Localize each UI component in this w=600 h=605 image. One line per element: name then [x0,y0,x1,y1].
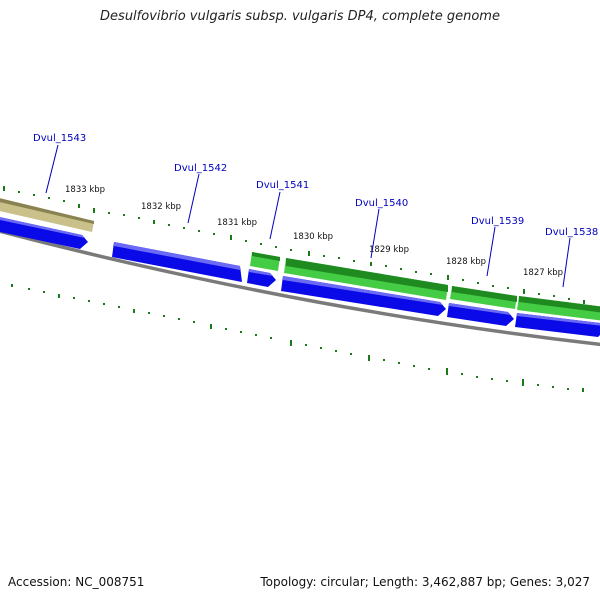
coordinate-label: 1830 kbp [293,232,333,242]
gene-label-dvul-1538[interactable]: Dvul_1538 [545,227,598,238]
forward-gene-dvul-1541 [250,252,280,271]
coordinate-label: 1827 kbp [523,268,563,278]
gene-label-dvul-1541[interactable]: Dvul_1541 [256,180,309,191]
feature-olive [0,198,94,232]
gene-labels: Dvul_1543 Dvul_1542 Dvul_1541 Dvul_1540 … [33,133,598,238]
coordinate-label: 1833 kbp [65,185,105,195]
forward-gene-dvul-1539 [450,286,517,309]
forward-gene-dvul-1540 [284,258,448,300]
coordinate-labels: 1833 kbp 1832 kbp 1831 kbp 1830 kbp 1829… [65,185,563,278]
gene-leader-lines [45,144,571,288]
coordinate-label: 1829 kbp [369,245,409,255]
inner-tick-track [11,284,584,392]
outer-tick-track [3,186,585,304]
gene-label-dvul-1540[interactable]: Dvul_1540 [355,198,408,209]
forward-gene-dvul-1538 [517,296,600,321]
reverse-gene-1540-region [281,276,446,316]
map-title: Desulfovibrio vulgaris subsp. vulgaris D… [100,9,500,24]
reverse-gene-small [247,269,276,287]
coordinate-label: 1828 kbp [446,257,486,267]
coordinate-label: 1832 kbp [141,202,181,212]
gene-label-dvul-1539[interactable]: Dvul_1539 [471,216,524,227]
coordinate-label: 1831 kbp [217,218,257,228]
genome-summary-label: Topology: circular; Length: 3,462,887 bp… [260,575,590,589]
gene-label-dvul-1542[interactable]: Dvul_1542 [174,163,227,174]
accession-label: Accession: NC_008751 [8,575,145,589]
reverse-gene-dvul-1542 [112,242,242,282]
reverse-gene-1539-region [447,303,514,326]
genome-backbone [0,229,600,347]
reverse-gene-dvul-1543 [0,217,88,249]
reverse-gene-1538-region [515,313,600,337]
gene-label-dvul-1543[interactable]: Dvul_1543 [33,133,86,144]
